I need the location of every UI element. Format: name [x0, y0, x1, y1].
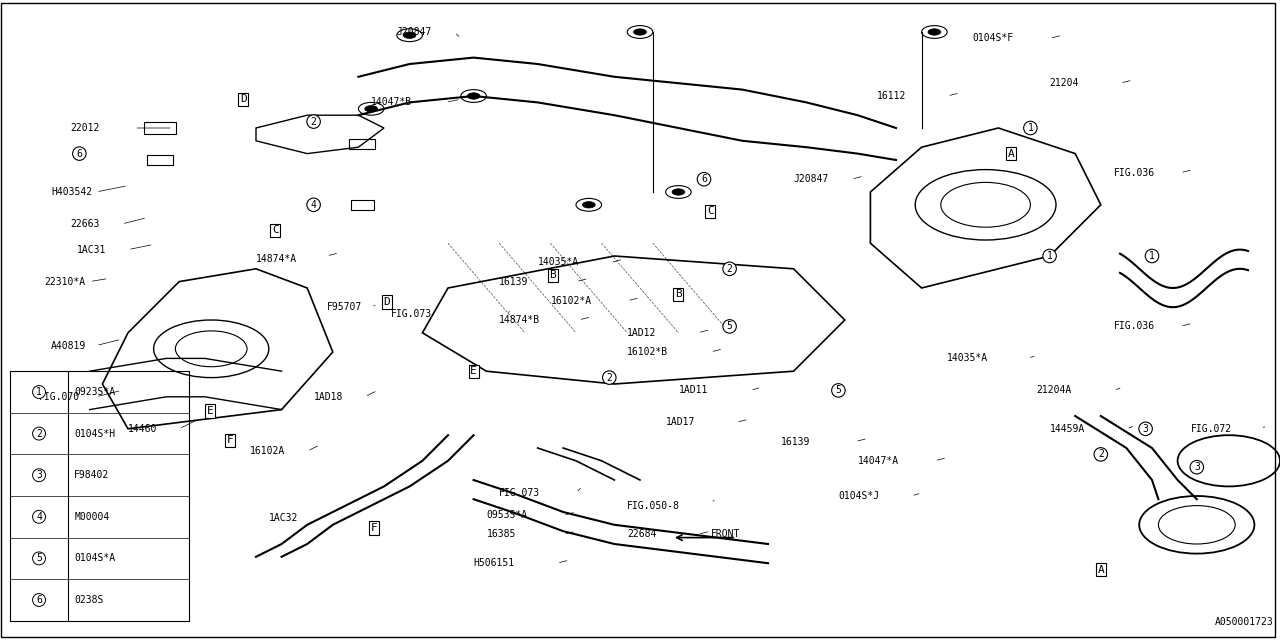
- Text: F: F: [227, 435, 234, 445]
- Text: 4: 4: [36, 512, 42, 522]
- Text: 21204: 21204: [1050, 78, 1079, 88]
- Text: FIG.073: FIG.073: [390, 308, 431, 319]
- Text: 5: 5: [36, 554, 42, 563]
- Text: 14047*B: 14047*B: [371, 97, 412, 108]
- Text: 2: 2: [311, 116, 316, 127]
- Text: F: F: [370, 523, 378, 533]
- Text: 1AD17: 1AD17: [666, 417, 695, 428]
- Text: 14874*B: 14874*B: [499, 315, 540, 325]
- Text: B: B: [675, 289, 682, 300]
- Text: 14035*A: 14035*A: [947, 353, 988, 364]
- Text: 14459A: 14459A: [1050, 424, 1085, 434]
- Text: FIG.073: FIG.073: [499, 488, 540, 498]
- Circle shape: [365, 106, 378, 112]
- Circle shape: [928, 29, 941, 35]
- Text: 14874*A: 14874*A: [256, 254, 297, 264]
- Text: 0238S: 0238S: [74, 595, 104, 605]
- Text: 1AD11: 1AD11: [678, 385, 708, 396]
- Text: FIG.070: FIG.070: [38, 392, 79, 402]
- Text: 0953S*A: 0953S*A: [486, 510, 527, 520]
- Text: 0923S*A: 0923S*A: [74, 387, 115, 397]
- Text: FRONT: FRONT: [710, 529, 740, 540]
- Bar: [10, 371, 189, 621]
- Text: 5: 5: [727, 321, 732, 332]
- Text: 16102*B: 16102*B: [627, 347, 668, 357]
- Circle shape: [672, 189, 685, 195]
- Bar: [349, 140, 375, 149]
- Circle shape: [403, 32, 416, 38]
- Text: E: E: [206, 406, 214, 416]
- Bar: [351, 200, 374, 210]
- Text: 21204A: 21204A: [1037, 385, 1073, 396]
- Text: 16385: 16385: [486, 529, 516, 540]
- Text: 3: 3: [36, 470, 42, 480]
- Text: 22012: 22012: [70, 123, 100, 133]
- Text: 14047*A: 14047*A: [858, 456, 899, 466]
- Text: 1: 1: [1149, 251, 1155, 261]
- Text: 0104S*F: 0104S*F: [973, 33, 1014, 44]
- Text: 1AD18: 1AD18: [314, 392, 343, 402]
- Text: A40819: A40819: [51, 340, 87, 351]
- Text: 0104S*H: 0104S*H: [74, 429, 115, 438]
- Text: E: E: [470, 366, 477, 376]
- Text: 16102*A: 16102*A: [550, 296, 591, 306]
- Text: D: D: [383, 297, 390, 307]
- Text: F98402: F98402: [74, 470, 110, 480]
- Text: A: A: [1097, 564, 1105, 575]
- Text: 5: 5: [836, 385, 841, 396]
- Text: B: B: [549, 270, 557, 280]
- Text: 2: 2: [727, 264, 732, 274]
- Text: A050001723: A050001723: [1215, 617, 1274, 627]
- Text: 0104S*A: 0104S*A: [74, 554, 115, 563]
- Text: H403542: H403542: [51, 187, 92, 197]
- Text: 6: 6: [36, 595, 42, 605]
- Text: 2: 2: [1098, 449, 1103, 460]
- Text: 4: 4: [311, 200, 316, 210]
- Text: D: D: [239, 94, 247, 104]
- Text: 0104S*J: 0104S*J: [838, 491, 879, 501]
- Text: 2: 2: [607, 372, 612, 383]
- Text: 1: 1: [1047, 251, 1052, 261]
- Text: J20847: J20847: [794, 174, 829, 184]
- Text: A: A: [1007, 148, 1015, 159]
- Text: 6: 6: [701, 174, 707, 184]
- Text: FIG.050-8: FIG.050-8: [627, 500, 680, 511]
- Text: 22684: 22684: [627, 529, 657, 540]
- Circle shape: [582, 202, 595, 208]
- Text: 22310*A: 22310*A: [45, 276, 86, 287]
- Text: 1: 1: [1028, 123, 1033, 133]
- Text: 1AC32: 1AC32: [269, 513, 298, 524]
- Bar: [143, 122, 177, 134]
- Text: 3: 3: [1143, 424, 1148, 434]
- Text: FIG.036: FIG.036: [1114, 321, 1155, 332]
- Text: 1: 1: [36, 387, 42, 397]
- Circle shape: [467, 93, 480, 99]
- Text: 2: 2: [36, 429, 42, 438]
- Text: 16139: 16139: [499, 276, 529, 287]
- Text: C: C: [271, 225, 279, 236]
- Text: 1AC31: 1AC31: [77, 244, 106, 255]
- Text: 1AD12: 1AD12: [627, 328, 657, 338]
- Text: M00004: M00004: [74, 512, 110, 522]
- Text: F95707: F95707: [326, 302, 362, 312]
- Circle shape: [634, 29, 646, 35]
- Text: FIG.072: FIG.072: [1190, 424, 1231, 434]
- Text: 6: 6: [77, 148, 82, 159]
- Text: H506151: H506151: [474, 558, 515, 568]
- Text: J20847: J20847: [397, 27, 433, 37]
- Text: 3: 3: [1194, 462, 1199, 472]
- Text: 16112: 16112: [877, 91, 906, 101]
- Text: FIG.036: FIG.036: [1114, 168, 1155, 178]
- Text: 14035*A: 14035*A: [538, 257, 579, 268]
- Text: 22663: 22663: [70, 219, 100, 229]
- Text: 14460: 14460: [128, 424, 157, 434]
- Text: 16102A: 16102A: [250, 446, 285, 456]
- Text: 16139: 16139: [781, 436, 810, 447]
- Text: C: C: [707, 206, 714, 216]
- Bar: [147, 156, 173, 165]
